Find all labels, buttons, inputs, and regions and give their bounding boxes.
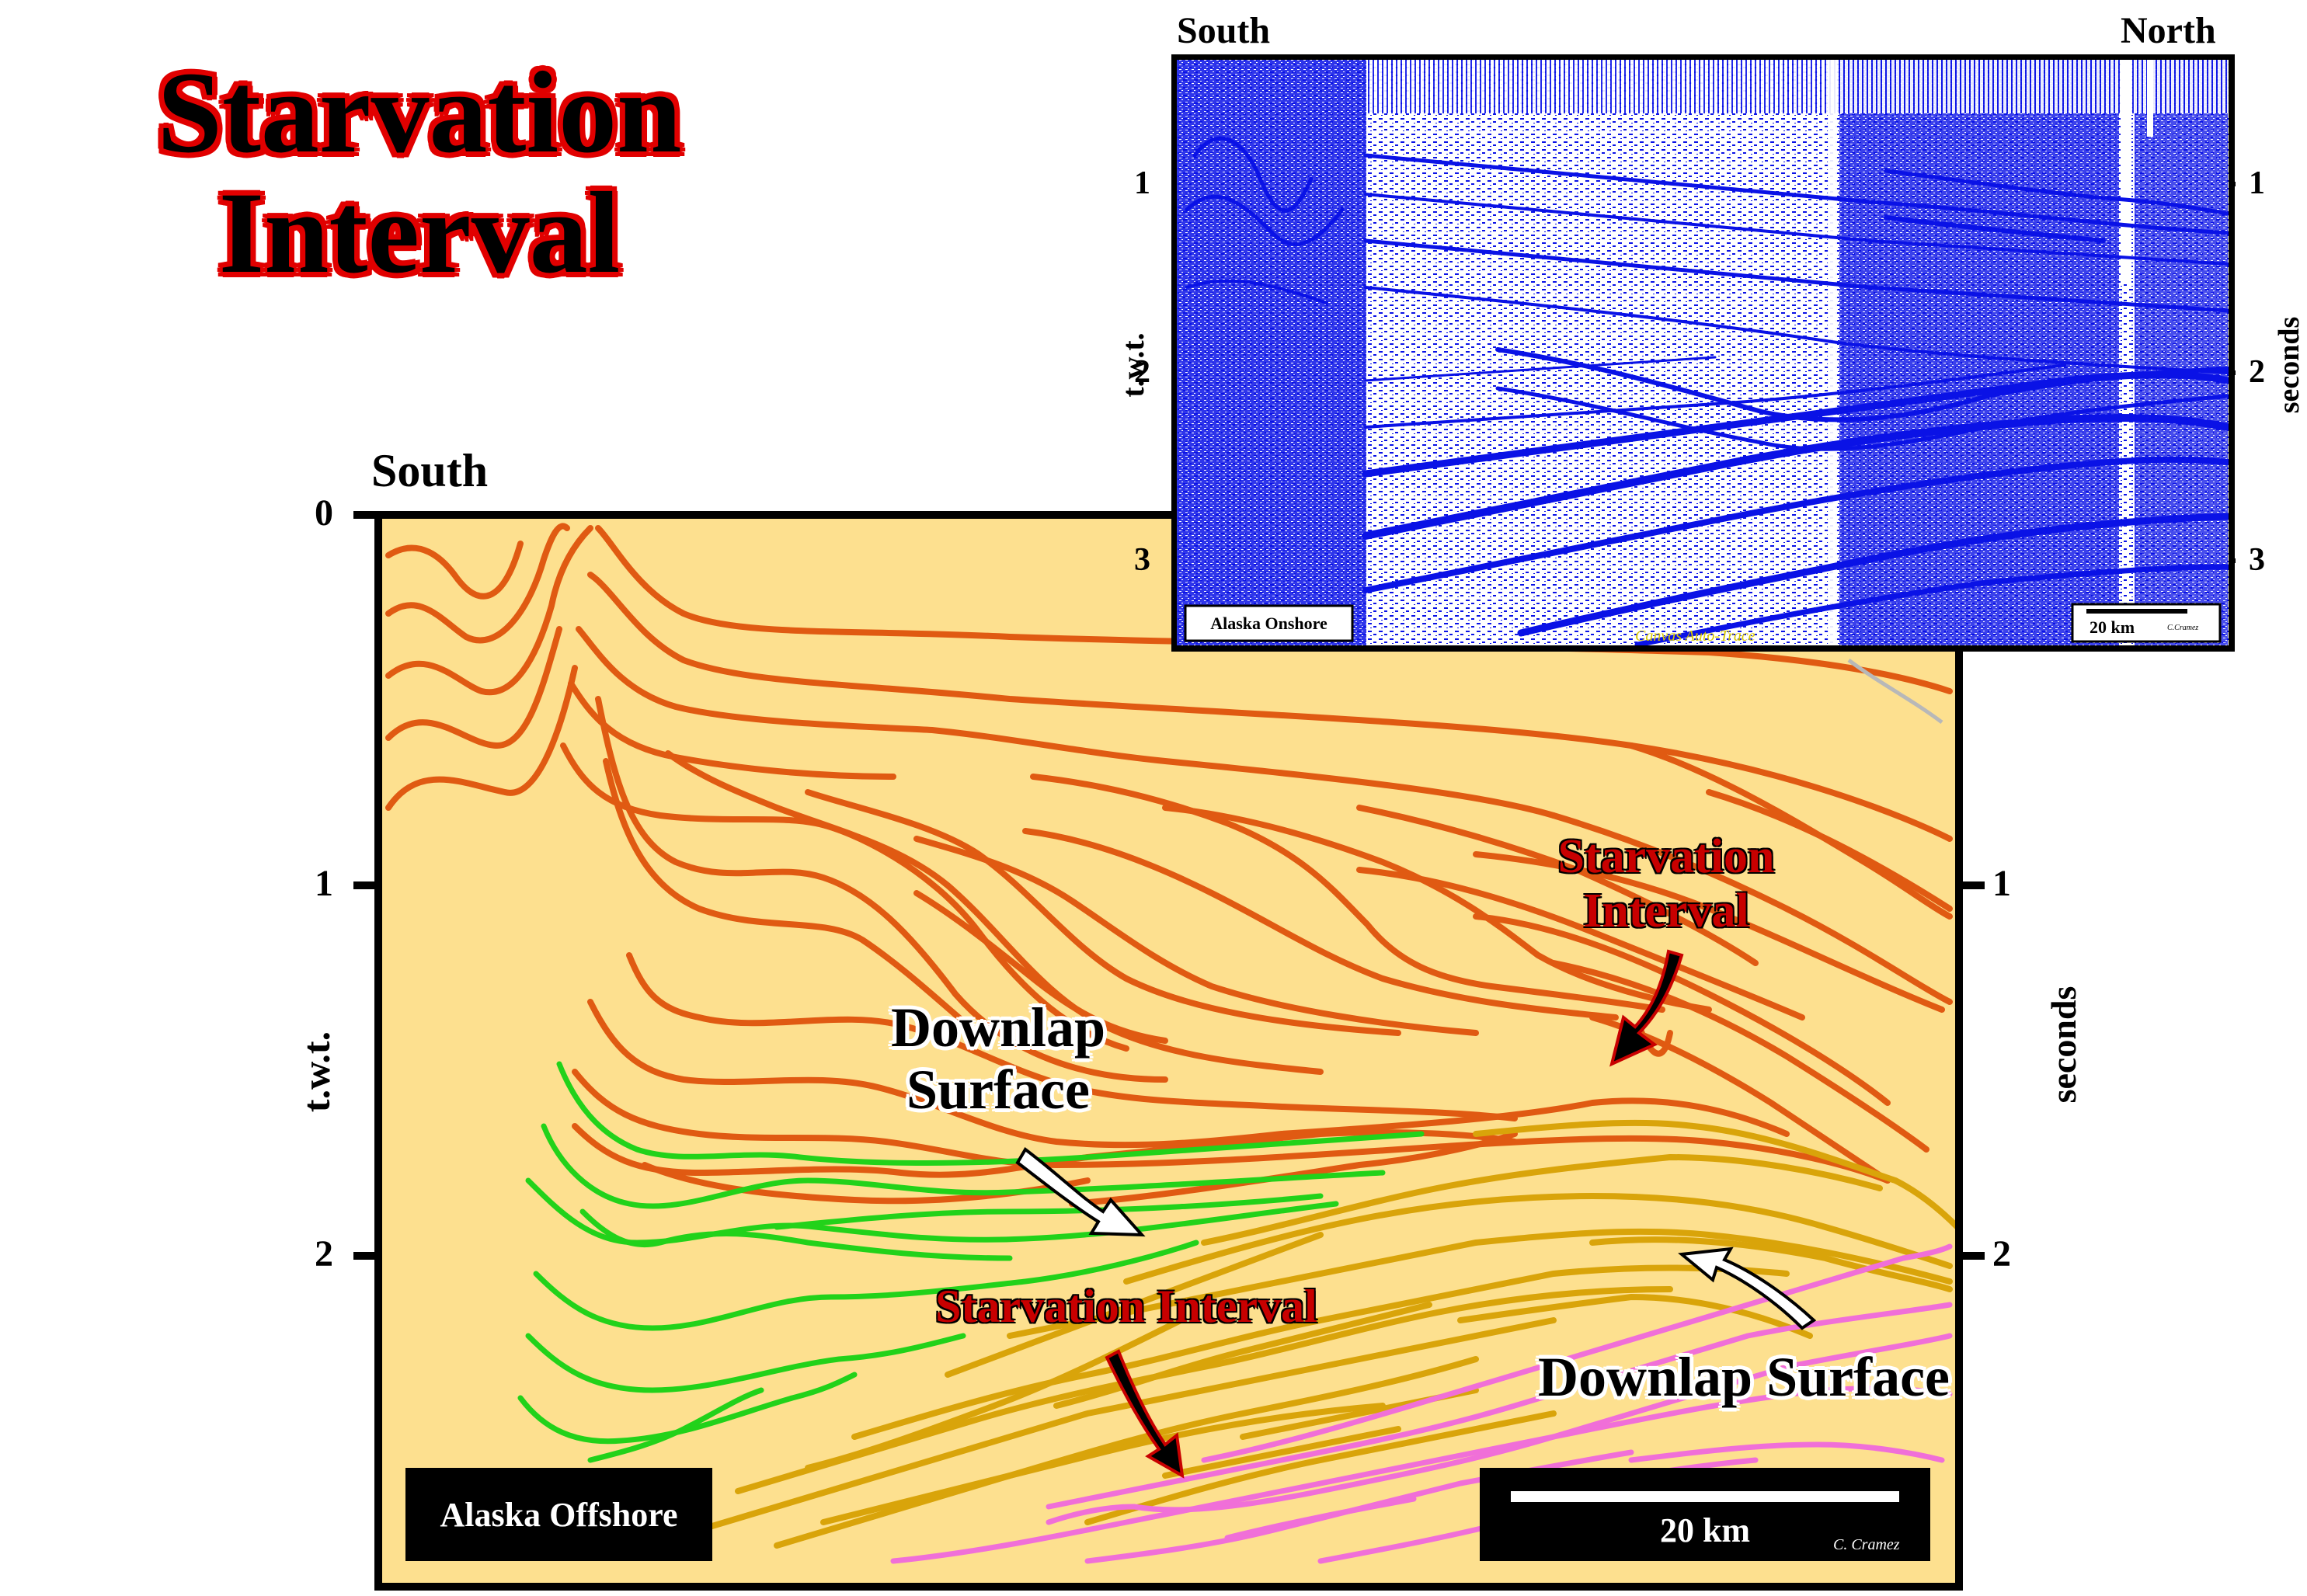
right-tick-1: 1 (1992, 863, 2011, 904)
grey-line (1847, 658, 1943, 725)
seismic-right-tick-2: 2 (2249, 354, 2265, 390)
annotation-downlap-left-2: Surface (906, 1059, 1090, 1121)
arrow-starvation-lower (1105, 1349, 1185, 1479)
green-reflectors (517, 1061, 1425, 1463)
arrow-starvation-upper (1609, 949, 1684, 1067)
right-tick-2: 2 (1992, 1233, 2011, 1274)
seismic-left-tick-1: 1 (1134, 165, 1150, 201)
seismic-credit: C.Cramez (2167, 624, 2199, 632)
interpretation-scale-bar (1511, 1491, 1899, 1502)
seismic-dense-right (2135, 59, 2228, 646)
left-tick-2: 2 (315, 1233, 333, 1274)
page-title-line2: Interval (218, 169, 621, 297)
interpretation-twt-label: t.w.t. (294, 1031, 338, 1113)
annotation-starvation-lower: Starvation Interval (935, 1281, 1317, 1332)
left-axis-ticks (353, 511, 381, 1260)
seismic-panel (1171, 54, 2236, 652)
seismic-left-tick-3: 3 (1134, 542, 1150, 578)
seismic-location-label: Alaska Onshore (1210, 613, 1327, 633)
annotation-starvation-upper-1: Starvation (1557, 830, 1775, 883)
seismic-frame (1171, 54, 2235, 652)
seismic-reflectors (1185, 136, 2232, 648)
interpretation-frame (374, 511, 1963, 1591)
arrow-downlap-left (1015, 1147, 1146, 1237)
seismic-scale-label: 20 km (2090, 617, 2135, 637)
seismic-right-tick-3: 3 (2249, 542, 2265, 578)
seismic-top-stripes (1366, 59, 2229, 113)
interpretation-south-label: South (371, 445, 489, 496)
page-title-line1: Starvation (157, 48, 682, 177)
left-tick-1: 1 (315, 863, 333, 904)
annotation-starvation-upper-2: Interval (1583, 885, 1749, 937)
left-tick-0: 0 (315, 492, 333, 534)
annotation-downlap-left-1: Downlap (890, 996, 1106, 1059)
seismic-right-ticks (2232, 182, 2236, 563)
seismic-south-label: South (1177, 10, 1271, 51)
seismic-right-tick-1: 1 (2249, 165, 2265, 201)
seismic-dense-left (1176, 59, 1366, 646)
middle-reflectors (618, 1119, 1961, 1556)
seismic-seconds-label: seconds (2273, 316, 2305, 414)
interpretation-credit: C. Cramez (1833, 1536, 1900, 1553)
interpretation-scale-label: 20 km (1659, 1511, 1751, 1549)
annotation-downlap-right: Downlap Surface (1537, 1346, 1950, 1408)
seismic-dense-mid (1839, 59, 2119, 646)
interpretation-scale-box (1480, 1468, 1930, 1561)
arrow-downlap-right (1678, 1247, 1817, 1330)
right-axis-ticks (1957, 881, 1985, 1260)
seismic-watermark: Canvas Auto-Trace (1635, 628, 1755, 645)
seismic-twt-label: t.w.t. (1115, 332, 1150, 398)
seismic-left-tick-2: 2 (1134, 354, 1150, 390)
upper-reflectors (385, 523, 1953, 1207)
pink-reflectors (890, 1243, 1953, 1564)
interpretation-seconds-label: seconds (2044, 986, 2083, 1104)
interpretation-location-label: Alaska Offshore (405, 1468, 712, 1561)
seismic-north-label: North (2121, 10, 2216, 51)
